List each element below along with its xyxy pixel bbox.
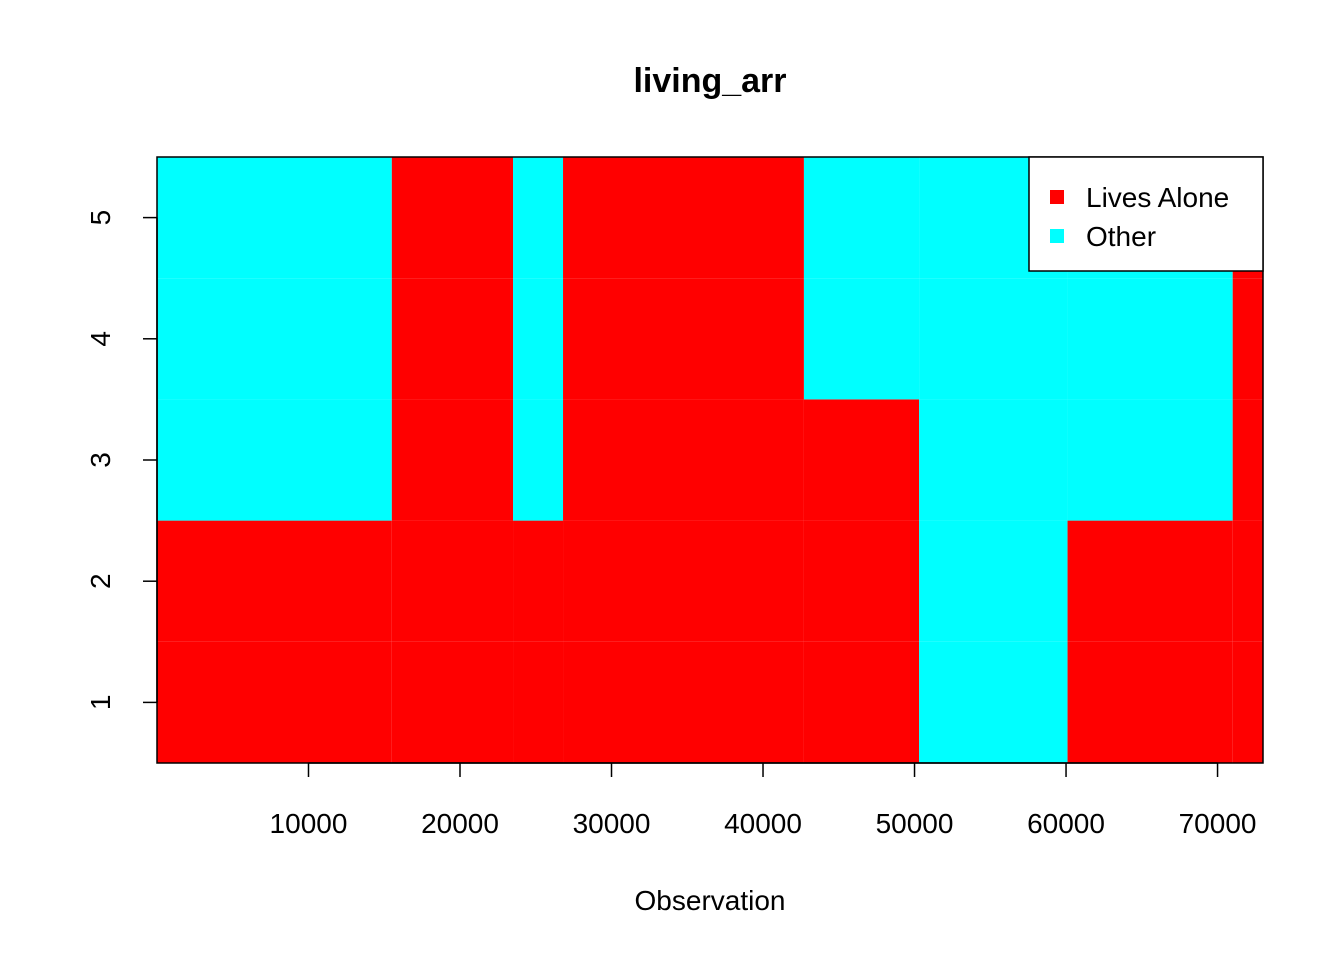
cell-seg1-row5 — [391, 157, 514, 279]
legend-swatch-lives-alone — [1050, 190, 1064, 204]
cell-seg3-row1 — [563, 641, 804, 763]
y-tick-label: 4 — [85, 331, 116, 347]
cell-seg0-row5 — [157, 157, 392, 279]
cell-seg7-row3 — [1232, 399, 1263, 521]
cell-seg5-row4 — [919, 278, 1068, 400]
y-axis: 1 2 3 4 5 — [85, 210, 158, 711]
cell-seg7-row4 — [1232, 278, 1263, 400]
cell-seg1-row2 — [391, 520, 514, 642]
cell-seg4-row4 — [803, 278, 920, 400]
cell-seg6-row1 — [1067, 641, 1233, 763]
y-tick-label: 3 — [85, 452, 116, 468]
cell-seg0-row2 — [157, 520, 392, 642]
legend-label-other: Other — [1086, 221, 1156, 252]
x-axis: 10000 20000 30000 40000 50000 60000 70000 — [270, 762, 1257, 839]
legend-label-lives-alone: Lives Alone — [1086, 182, 1229, 213]
cell-seg5-row2 — [919, 520, 1068, 642]
x-tick-label: 30000 — [573, 808, 651, 839]
cell-seg0-row4 — [157, 278, 392, 400]
cell-seg2-row5 — [513, 157, 564, 279]
cell-seg3-row3 — [563, 399, 804, 521]
cell-seg5-row3 — [919, 399, 1068, 521]
cell-seg4-row3 — [803, 399, 920, 521]
x-tick-label: 60000 — [1027, 808, 1105, 839]
cell-seg4-row1 — [803, 641, 920, 763]
x-tick-label: 10000 — [270, 808, 348, 839]
cell-seg4-row5 — [803, 157, 920, 279]
cell-seg3-row2 — [563, 520, 804, 642]
cell-seg2-row3 — [513, 399, 564, 521]
chart-title: living_arr — [633, 62, 786, 100]
x-tick-label: 50000 — [876, 808, 954, 839]
y-tick-label: 1 — [85, 695, 116, 711]
cell-seg6-row4 — [1067, 278, 1233, 400]
cell-seg1-row1 — [391, 641, 514, 763]
x-axis-label: Observation — [635, 885, 786, 916]
x-tick-label: 40000 — [724, 808, 802, 839]
cell-seg2-row4 — [513, 278, 564, 400]
cell-seg7-row1 — [1232, 641, 1263, 763]
cell-seg3-row5 — [563, 157, 804, 279]
y-tick-label: 2 — [85, 573, 116, 589]
cell-seg1-row3 — [391, 399, 514, 521]
cell-seg5-row1 — [919, 641, 1068, 763]
cell-seg6-row2 — [1067, 520, 1233, 642]
cell-seg3-row4 — [563, 278, 804, 400]
cell-seg2-row2 — [513, 520, 564, 642]
legend: Lives Alone Other — [1028, 156, 1264, 272]
x-tick-label: 70000 — [1179, 808, 1257, 839]
cell-seg0-row3 — [157, 399, 392, 521]
y-tick-label: 5 — [85, 210, 116, 226]
legend-box — [1028, 156, 1264, 272]
x-tick-label: 20000 — [421, 808, 499, 839]
cell-seg7-row2 — [1232, 520, 1263, 642]
cell-seg0-row1 — [157, 641, 392, 763]
cell-seg6-row3 — [1067, 399, 1233, 521]
legend-swatch-other — [1050, 229, 1064, 243]
cell-seg1-row4 — [391, 278, 514, 400]
cell-seg2-row1 — [513, 641, 564, 763]
cell-seg4-row2 — [803, 520, 920, 642]
